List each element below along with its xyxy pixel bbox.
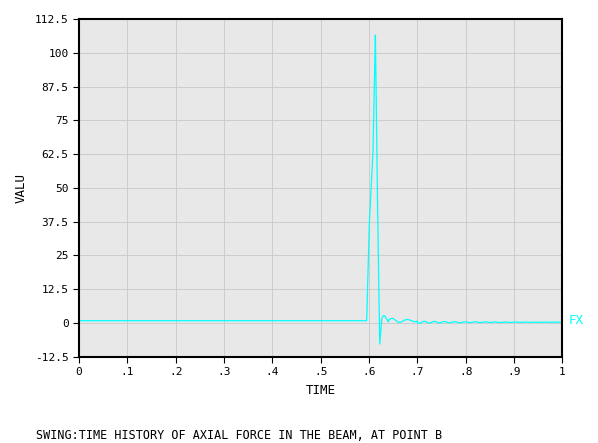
- Text: FX: FX: [568, 314, 583, 327]
- Y-axis label: VALU: VALU: [15, 173, 28, 203]
- Text: SWING:TIME HISTORY OF AXIAL FORCE IN THE BEAM, AT POINT B: SWING:TIME HISTORY OF AXIAL FORCE IN THE…: [36, 428, 442, 442]
- X-axis label: TIME: TIME: [306, 384, 335, 397]
